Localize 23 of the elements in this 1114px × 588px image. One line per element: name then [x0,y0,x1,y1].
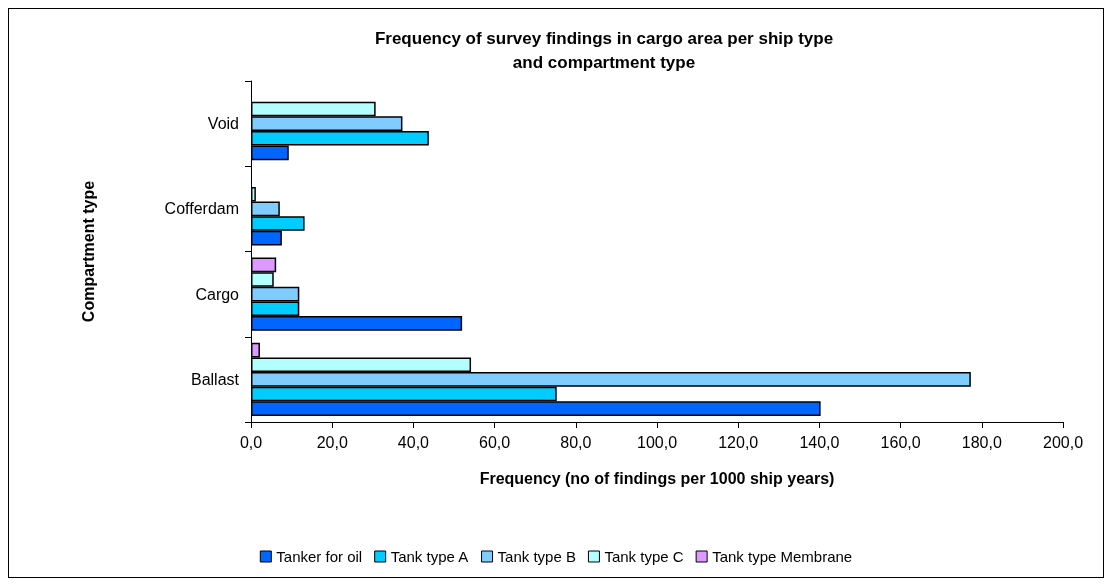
x-axis-title: Frequency (no of findings per 1000 ship years) [479,469,835,487]
y-tick-label: Cargo [195,285,240,303]
legend-label: Tank type B [497,548,576,565]
legend-label: Tank type A [390,548,469,565]
legend-label: Tank type Membrane [712,548,853,565]
x-tick-label: 80,0 [560,433,592,451]
x-tick-label: 20,0 [316,433,348,451]
x-tick-label: 120,0 [718,433,759,451]
legend-label: Tanker for oil [276,548,363,565]
chart-title: Frequency of survey findings in cargo area per ship type and compartment type [374,28,834,72]
x-tick-label: 40,0 [397,433,430,451]
y-axis-title: Compartment type [79,180,97,323]
x-tick-label: 160,0 [880,433,921,451]
legend-label: Tank type C [604,548,684,565]
x-tick-label: 100,0 [636,433,678,451]
x-tick-label: 0,0 [239,433,263,451]
y-tick-label: Ballast [190,370,240,388]
x-tick-label: 180,0 [961,433,1002,451]
x-tick-label: 60,0 [479,433,511,451]
x-tick-label: 140,0 [799,433,840,451]
y-tick-label: Void [207,115,239,133]
x-tick-label: 200,0 [1042,433,1084,451]
y-tick-label: Cofferdam [164,200,239,218]
